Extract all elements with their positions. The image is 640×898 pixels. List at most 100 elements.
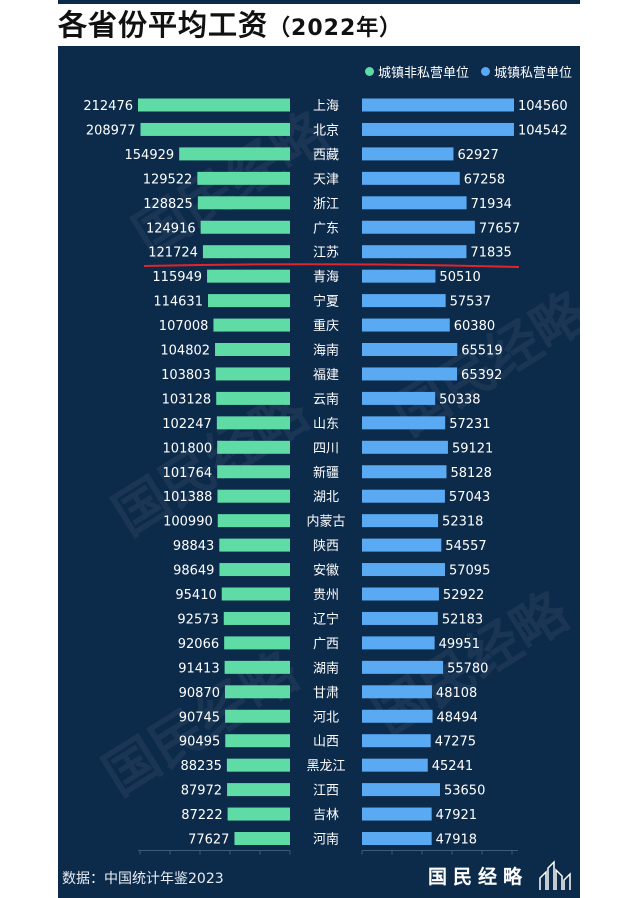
value-label-nonprivate: 90870 [179,686,220,701]
category-label: 广西 [313,637,339,652]
value-label-nonprivate: 103128 [162,392,212,407]
value-label-nonprivate: 104802 [160,344,210,359]
bar-nonprivate [200,220,290,234]
value-label-nonprivate: 77627 [188,833,229,848]
value-label-private: 71835 [470,246,511,261]
category-label: 福建 [313,368,339,383]
value-label-private: 50510 [439,270,480,285]
value-label-private: 71934 [471,197,512,212]
value-label-private: 49951 [439,637,480,652]
bar-private [362,220,475,234]
page-title: 各省份平均工资（2022年） [58,4,580,46]
bar-private [362,611,438,625]
bar-private [362,807,432,821]
bar-nonprivate [227,783,290,797]
value-label-nonprivate: 129522 [143,172,193,187]
value-label-nonprivate: 101800 [163,441,213,456]
value-label-nonprivate: 102247 [162,417,212,432]
category-label: 重庆 [313,318,339,334]
value-label-nonprivate: 208977 [86,123,136,138]
value-label-private: 67258 [464,172,505,187]
value-label-nonprivate: 92066 [178,637,219,652]
bar-private [362,391,436,405]
category-label: 吉林 [313,808,339,823]
bar-nonprivate [219,538,290,552]
bar-nonprivate [216,391,290,405]
bar-nonprivate [217,514,290,528]
bar-private [362,636,435,650]
bar-nonprivate [217,440,290,454]
bar-private [362,147,454,161]
value-label-nonprivate: 115949 [152,270,202,285]
value-label-private: 52318 [442,515,483,530]
value-label-nonprivate: 90495 [179,735,220,750]
bar-nonprivate [221,587,290,601]
category-label: 甘肃 [313,686,339,701]
bar-private [362,440,448,454]
bar-private [362,709,433,723]
category-label: 河北 [313,710,339,725]
bar-nonprivate [140,122,290,136]
value-label-private: 55780 [447,661,488,676]
legend-item-nonprivate: 城镇非私营单位 [364,62,469,81]
bar-private [362,343,458,356]
value-label-nonprivate: 121724 [148,246,198,261]
value-label-nonprivate: 90745 [179,710,220,725]
value-label-private: 65519 [461,344,502,359]
value-label-private: 104560 [518,99,568,114]
value-label-private: 57537 [450,295,491,310]
value-label-private: 62927 [457,148,498,163]
bar-private [362,465,447,479]
value-label-nonprivate: 98649 [173,564,214,579]
legend: 城镇非私营单位 城镇私营单位 [364,62,572,81]
category-label: 广东 [313,221,339,236]
bar-private [362,734,431,748]
bar-nonprivate [225,734,290,748]
category-label: 新疆 [313,465,339,481]
category-label: 贵州 [313,588,339,603]
value-label-nonprivate: 212476 [83,99,133,114]
category-label: 浙江 [313,197,339,212]
value-label-nonprivate: 154929 [125,148,175,163]
bar-private [362,538,442,552]
legend-dot-nonprivate [364,67,374,76]
value-label-private: 53650 [444,784,485,799]
category-label: 湖北 [313,490,339,505]
chart-panel [58,0,580,898]
bar-nonprivate [216,416,290,430]
category-label: 陕西 [313,539,339,554]
title-main: 各省份平均工资 [58,8,269,42]
data-source: 数据：中国统计年鉴2023 [62,871,224,887]
bar-nonprivate [215,343,290,356]
bar-nonprivate [223,611,290,625]
bar-nonprivate [213,318,290,332]
bar-private [362,367,458,381]
category-label: 江西 [313,784,339,799]
brand-name: 国民经略 [428,866,529,888]
bar-nonprivate [207,294,290,308]
bar-private [362,98,514,112]
category-label: 辽宁 [313,611,339,627]
value-label-nonprivate: 128825 [143,197,193,212]
bar-nonprivate [234,832,290,845]
value-label-nonprivate: 107008 [159,319,209,334]
bar-nonprivate [226,758,290,772]
value-label-nonprivate: 100990 [163,515,213,530]
value-label-private: 50338 [439,392,480,407]
bar-nonprivate [227,807,290,821]
brand-logo-icon [539,860,571,890]
value-label-private: 52922 [443,588,484,603]
bar-private [362,685,432,699]
bar-private [362,416,446,430]
category-label: 西藏 [313,148,339,163]
bar-nonprivate [217,489,290,503]
bar-nonprivate [197,196,290,210]
bar-private [362,122,514,136]
category-label: 云南 [313,391,339,407]
bar-nonprivate [219,563,290,577]
bar-private [362,294,446,308]
legend-item-private: 城镇私营单位 [480,62,572,81]
value-label-private: 65392 [461,368,502,383]
wage-bar-chart: 212476 104560 上海 208977 104542 北京 154929 62927 西… [83,98,568,855]
bar-private [362,783,440,797]
